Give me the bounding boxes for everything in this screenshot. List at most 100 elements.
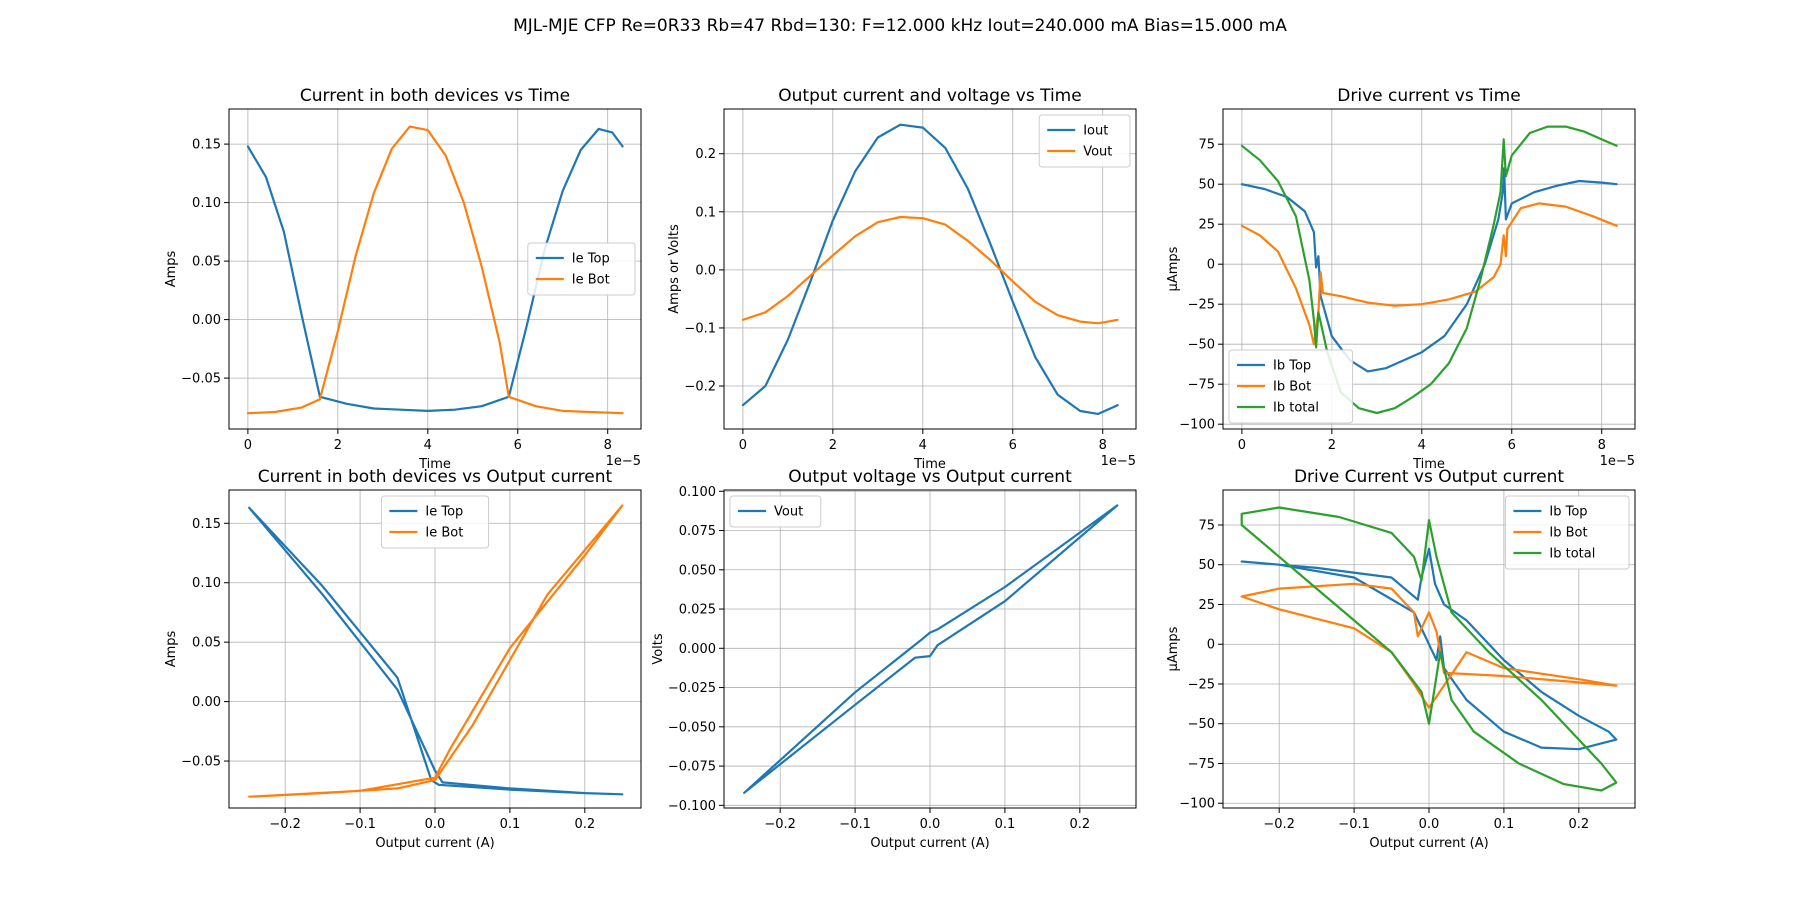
x-offset-text: 1e−5 bbox=[1101, 454, 1136, 469]
legend-label: Ib Bot bbox=[1549, 526, 1587, 541]
x-tick-label: 6 bbox=[514, 438, 522, 453]
y-tick-label: 50 bbox=[1198, 178, 1215, 193]
x-offset-text: 1e−5 bbox=[606, 454, 641, 469]
y-tick-label: 0.025 bbox=[679, 603, 716, 618]
series-group bbox=[1240, 506, 1618, 792]
legend-label: Ib Bot bbox=[1273, 380, 1311, 395]
x-tick-label: 8 bbox=[1099, 438, 1107, 453]
y-tick-label: 25 bbox=[1198, 598, 1215, 613]
series-line-ie-top bbox=[246, 127, 624, 412]
legend-label: Iout bbox=[1083, 124, 1108, 139]
legend: Ie Top Ie Bot bbox=[527, 242, 636, 296]
series-line-ie-bot bbox=[246, 125, 624, 415]
y-tick-label: −0.05 bbox=[181, 755, 221, 770]
legend: Iout Vout bbox=[1038, 114, 1131, 168]
y-tick-label: 0 bbox=[1207, 258, 1215, 273]
x-tick-label: 0 bbox=[244, 438, 252, 453]
legend-box bbox=[1504, 495, 1630, 570]
x-tick-label: −0.1 bbox=[1338, 817, 1370, 832]
y-tick-label: −0.2 bbox=[684, 380, 716, 395]
axes-frame bbox=[228, 108, 642, 430]
chart-panel-p1: 0 2 4 6 8 −0.05 0.00 0.05 0.10 0.15 Current in bot… bbox=[164, 86, 642, 472]
x-axis-label: Output current (A) bbox=[870, 836, 989, 851]
x-axis-label: Time bbox=[418, 457, 451, 472]
y-tick-label: 0.2 bbox=[695, 147, 716, 162]
chart-title: Current in both devices vs Output curren… bbox=[258, 467, 613, 487]
y-tick-label: 75 bbox=[1198, 138, 1215, 153]
legend-label: Ib total bbox=[1273, 401, 1319, 416]
y-tick-label: −0.050 bbox=[668, 720, 716, 735]
y-tick-label: −50 bbox=[1188, 338, 1215, 353]
series-group bbox=[1240, 125, 1618, 415]
chart-panel-p3: 0 2 4 6 8 −100 −75 −50 −25 0 25 50 75 Drive current v… bbox=[1166, 86, 1636, 472]
series-line-vout bbox=[743, 504, 1119, 794]
y-tick-label: 0.05 bbox=[192, 255, 221, 270]
x-tick-label: 0.2 bbox=[574, 817, 595, 832]
x-tick-label: 0.2 bbox=[1069, 817, 1090, 832]
y-tick-label: −0.05 bbox=[181, 372, 221, 387]
y-tick-label: 0.100 bbox=[679, 485, 716, 500]
legend-label: Ib total bbox=[1549, 547, 1595, 562]
legend: Ib Top Ib Bot Ib total bbox=[1228, 349, 1354, 424]
x-axis-label: Output current (A) bbox=[375, 836, 494, 851]
x-axis-label: Time bbox=[913, 457, 946, 472]
x-tick-label: 6 bbox=[1508, 438, 1516, 453]
y-tick-label: 0.1 bbox=[695, 205, 716, 220]
legend-label: Ie Bot bbox=[572, 273, 610, 288]
x-tick-label: 8 bbox=[1598, 438, 1606, 453]
x-tick-label: 4 bbox=[424, 438, 432, 453]
series-line-ib-total bbox=[1240, 506, 1618, 792]
y-axis-label: Amps bbox=[164, 630, 179, 667]
x-tick-label: 0.0 bbox=[920, 817, 941, 832]
legend-label: Vout bbox=[1083, 145, 1112, 160]
series-group bbox=[743, 504, 1119, 794]
legend-label: Ib Top bbox=[1549, 505, 1587, 520]
series-group bbox=[741, 123, 1119, 415]
x-tick-label: 4 bbox=[1418, 438, 1426, 453]
y-tick-label: 0.00 bbox=[192, 313, 221, 328]
x-tick-label: 0.2 bbox=[1568, 817, 1589, 832]
y-tick-label: 0.05 bbox=[192, 636, 221, 651]
legend: Vout bbox=[729, 495, 822, 528]
y-tick-label: 0.075 bbox=[679, 524, 716, 539]
legend-box bbox=[1228, 349, 1354, 424]
x-tick-label: −0.1 bbox=[839, 817, 871, 832]
y-axis-label: µAmps bbox=[1166, 246, 1181, 291]
x-tick-label: −0.2 bbox=[1263, 817, 1295, 832]
x-tick-label: 0.1 bbox=[500, 817, 521, 832]
x-tick-label: 2 bbox=[334, 438, 342, 453]
x-tick-label: 2 bbox=[829, 438, 837, 453]
y-tick-label: 0.10 bbox=[192, 576, 221, 591]
x-offset-text: 1e−5 bbox=[1600, 454, 1635, 469]
y-tick-label: 0.0 bbox=[695, 263, 716, 278]
series-group bbox=[248, 504, 624, 798]
axes-frame bbox=[1222, 108, 1636, 430]
y-tick-label: −0.075 bbox=[668, 760, 716, 775]
x-tick-label: 8 bbox=[604, 438, 612, 453]
legend-box bbox=[729, 495, 822, 528]
y-tick-label: 0.15 bbox=[192, 138, 221, 153]
series-line-vout bbox=[741, 215, 1119, 325]
y-tick-label: 50 bbox=[1198, 558, 1215, 573]
x-tick-label: 6 bbox=[1009, 438, 1017, 453]
series-line-ib-total bbox=[1240, 125, 1618, 415]
legend-label: Ib Top bbox=[1273, 359, 1311, 374]
y-tick-label: −25 bbox=[1188, 298, 1215, 313]
chart-panel-p5: −0.2 −0.1 0.0 0.1 0.2 −0.100 −0.075 −0.050 −0.02… bbox=[651, 467, 1137, 851]
y-tick-label: 0.00 bbox=[192, 695, 221, 710]
chart-title: Drive Current vs Output current bbox=[1294, 467, 1564, 487]
series-line-ie-top bbox=[248, 506, 624, 796]
x-axis-label: Output current (A) bbox=[1369, 836, 1488, 851]
x-tick-label: 0.0 bbox=[1419, 817, 1440, 832]
y-tick-label: −100 bbox=[1179, 418, 1215, 433]
y-tick-label: −75 bbox=[1188, 757, 1215, 772]
y-tick-label: 0 bbox=[1207, 638, 1215, 653]
y-axis-label: Amps or Volts bbox=[667, 224, 682, 314]
y-tick-label: 0.050 bbox=[679, 563, 716, 578]
y-tick-label: −50 bbox=[1188, 717, 1215, 732]
series-line-ib-top bbox=[1240, 167, 1618, 373]
y-tick-label: 25 bbox=[1198, 218, 1215, 233]
chart-title: Output voltage vs Output current bbox=[788, 467, 1072, 487]
